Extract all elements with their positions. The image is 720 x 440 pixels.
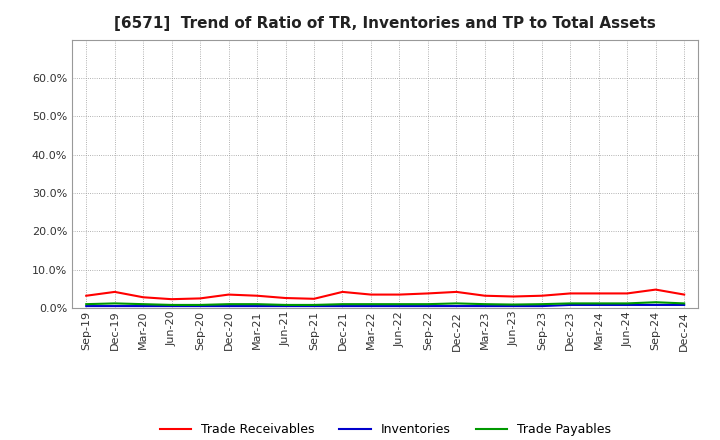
Inventories bbox=[537, 304, 546, 309]
Trade Receivables bbox=[566, 291, 575, 296]
Trade Receivables bbox=[623, 291, 631, 296]
Trade Payables bbox=[310, 302, 318, 308]
Inventories bbox=[395, 304, 404, 309]
Inventories bbox=[623, 302, 631, 308]
Inventories bbox=[480, 304, 489, 309]
Inventories bbox=[282, 304, 290, 309]
Inventories bbox=[595, 302, 603, 308]
Trade Receivables bbox=[82, 293, 91, 298]
Trade Receivables bbox=[452, 289, 461, 294]
Trade Receivables bbox=[167, 297, 176, 302]
Trade Payables bbox=[423, 301, 432, 307]
Line: Inventories: Inventories bbox=[86, 305, 684, 306]
Trade Receivables bbox=[680, 292, 688, 297]
Line: Trade Receivables: Trade Receivables bbox=[86, 290, 684, 299]
Inventories bbox=[566, 302, 575, 308]
Trade Receivables bbox=[196, 296, 204, 301]
Inventories bbox=[196, 304, 204, 309]
Inventories bbox=[110, 304, 119, 309]
Trade Payables bbox=[537, 301, 546, 307]
Trade Receivables bbox=[225, 292, 233, 297]
Trade Payables bbox=[680, 301, 688, 306]
Inventories bbox=[452, 304, 461, 309]
Inventories bbox=[139, 304, 148, 309]
Trade Receivables bbox=[338, 289, 347, 294]
Trade Payables bbox=[338, 301, 347, 307]
Trade Payables bbox=[110, 301, 119, 306]
Trade Receivables bbox=[423, 291, 432, 296]
Trade Payables bbox=[82, 301, 91, 307]
Trade Payables bbox=[196, 302, 204, 308]
Trade Payables bbox=[566, 301, 575, 306]
Trade Receivables bbox=[595, 291, 603, 296]
Trade Receivables bbox=[139, 295, 148, 300]
Trade Payables bbox=[282, 302, 290, 308]
Trade Payables bbox=[509, 302, 518, 307]
Inventories bbox=[167, 304, 176, 309]
Trade Payables bbox=[623, 301, 631, 306]
Trade Payables bbox=[366, 301, 375, 307]
Trade Payables bbox=[225, 301, 233, 307]
Inventories bbox=[310, 304, 318, 309]
Trade Receivables bbox=[509, 294, 518, 299]
Trade Receivables bbox=[652, 287, 660, 292]
Inventories bbox=[652, 302, 660, 308]
Inventories bbox=[680, 302, 688, 308]
Trade Receivables bbox=[282, 295, 290, 301]
Trade Receivables bbox=[366, 292, 375, 297]
Trade Receivables bbox=[110, 289, 119, 294]
Trade Receivables bbox=[480, 293, 489, 298]
Inventories bbox=[225, 304, 233, 309]
Inventories bbox=[253, 304, 261, 309]
Trade Receivables bbox=[537, 293, 546, 298]
Trade Payables bbox=[253, 301, 261, 307]
Line: Trade Payables: Trade Payables bbox=[86, 302, 684, 305]
Trade Payables bbox=[395, 301, 404, 307]
Inventories bbox=[366, 304, 375, 309]
Trade Payables bbox=[139, 301, 148, 307]
Trade Receivables bbox=[253, 293, 261, 298]
Inventories bbox=[82, 304, 91, 309]
Trade Payables bbox=[652, 300, 660, 305]
Trade Payables bbox=[595, 301, 603, 306]
Trade Receivables bbox=[310, 296, 318, 301]
Inventories bbox=[423, 304, 432, 309]
Trade Receivables bbox=[395, 292, 404, 297]
Trade Payables bbox=[167, 302, 176, 308]
Inventories bbox=[338, 304, 347, 309]
Legend: Trade Receivables, Inventories, Trade Payables: Trade Receivables, Inventories, Trade Pa… bbox=[155, 418, 616, 440]
Trade Payables bbox=[452, 301, 461, 306]
Inventories bbox=[509, 304, 518, 309]
Trade Payables bbox=[480, 301, 489, 307]
Title: [6571]  Trend of Ratio of TR, Inventories and TP to Total Assets: [6571] Trend of Ratio of TR, Inventories… bbox=[114, 16, 656, 32]
